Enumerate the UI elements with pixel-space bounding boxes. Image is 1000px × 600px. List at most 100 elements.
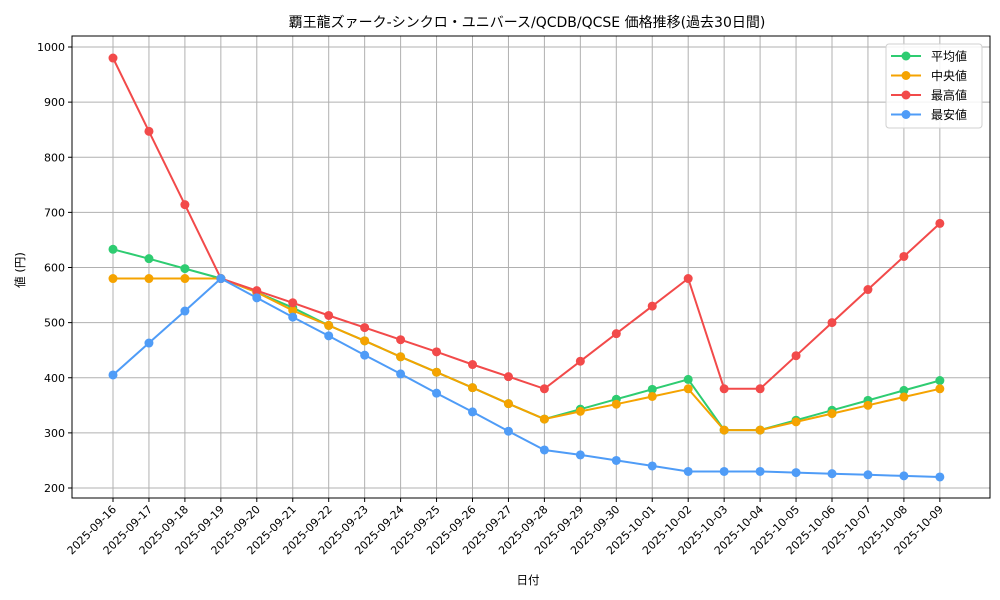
data-point (144, 274, 154, 284)
series-2 (108, 53, 945, 394)
series-line (112, 277, 940, 478)
series-line (112, 57, 941, 390)
data-point (863, 400, 873, 410)
data-point (396, 352, 406, 362)
y-tick-label: 600 (44, 262, 65, 275)
x-axis-label: 日付 (517, 573, 540, 587)
data-point (899, 251, 909, 261)
data-point (683, 274, 693, 284)
y-axis-label: 値 (円) (13, 252, 27, 288)
data-point (288, 298, 298, 308)
data-point (611, 455, 621, 465)
data-point (755, 425, 765, 435)
data-point (180, 200, 190, 210)
legend-marker-icon (901, 51, 911, 61)
data-point (360, 323, 370, 333)
series-3 (108, 274, 945, 482)
data-point (324, 320, 334, 330)
data-point (468, 360, 477, 370)
data-point (503, 372, 513, 382)
data-point (647, 461, 657, 471)
data-point (539, 445, 549, 455)
data-point (755, 466, 765, 476)
data-point (683, 384, 693, 394)
data-point (575, 356, 585, 366)
series-1 (108, 274, 945, 435)
data-point (396, 369, 406, 379)
data-point (324, 331, 334, 341)
data-point (144, 126, 154, 136)
data-point (108, 370, 118, 380)
legend-marker-icon (901, 71, 911, 80)
data-point (899, 385, 909, 395)
series-line (113, 277, 941, 432)
data-point (935, 472, 945, 482)
data-point (647, 391, 657, 401)
plot-area (72, 36, 990, 498)
legend-item: 最高値 (891, 88, 967, 103)
legend-item: 平均値 (891, 49, 967, 64)
data-point (503, 426, 513, 436)
data-point (935, 218, 945, 228)
x-axis-ticks: 2025-09-162025-09-172025-09-182025-09-19… (65, 498, 946, 557)
data-point (108, 244, 118, 254)
data-point (468, 383, 477, 393)
legend-marker-icon (901, 90, 911, 100)
data-point (180, 264, 190, 274)
data-point (647, 384, 657, 394)
legend-label: 最高値 (931, 88, 967, 103)
data-point (360, 350, 370, 360)
series-line (112, 248, 941, 432)
y-tick-label: 200 (44, 482, 65, 495)
legend-label: 中央値 (931, 68, 967, 83)
data-point (396, 335, 406, 345)
data-point (827, 318, 837, 328)
data-point (611, 329, 621, 339)
data-point (288, 312, 298, 322)
data-point (611, 399, 621, 409)
y-tick-label: 300 (44, 427, 65, 440)
data-point (791, 417, 801, 427)
series-0 (108, 244, 945, 435)
data-point (791, 468, 801, 478)
legend-label: 最安値 (931, 107, 967, 122)
data-point (719, 466, 729, 476)
data-point (863, 470, 873, 480)
legend-item: 中央値 (891, 68, 967, 83)
data-point (935, 384, 945, 394)
data-point (827, 469, 837, 479)
data-point (575, 406, 585, 416)
legend-box (885, 43, 983, 129)
data-point (144, 254, 154, 264)
data-point (899, 471, 909, 481)
data-point (683, 374, 693, 384)
data-point (863, 285, 873, 295)
data-point (899, 392, 909, 402)
data-point (324, 310, 334, 320)
data-point (288, 305, 298, 315)
y-tick-label: 900 (44, 96, 65, 109)
data-point (719, 425, 729, 435)
data-point (252, 293, 262, 303)
data-point (647, 301, 657, 311)
data-point (468, 407, 477, 417)
data-point (539, 384, 549, 394)
data-point (575, 450, 585, 460)
data-point (432, 347, 442, 357)
data-point (108, 274, 118, 284)
legend-item: 最安値 (891, 107, 967, 122)
chart-title: 覇王龍ズァーク-シンクロ・ユニバース/QCDB/QCSE 価格推移(過去30日間… (289, 14, 766, 31)
legend-marker-icon (901, 110, 911, 119)
y-tick-label: 500 (44, 317, 65, 330)
data-point (432, 388, 442, 398)
data-point (144, 338, 154, 348)
legend-label: 平均値 (931, 49, 967, 64)
data-point (180, 274, 190, 284)
y-tick-label: 700 (44, 206, 65, 219)
data-point (539, 414, 549, 424)
data-point (935, 376, 945, 386)
data-point (719, 384, 729, 394)
data-point (252, 286, 262, 296)
data-point (827, 409, 837, 419)
